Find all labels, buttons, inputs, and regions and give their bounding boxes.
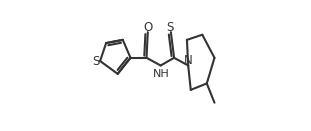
Text: O: O: [144, 21, 153, 34]
Text: NH: NH: [152, 69, 169, 80]
Text: S: S: [166, 21, 173, 34]
Text: S: S: [93, 55, 100, 68]
Text: N: N: [184, 54, 193, 67]
